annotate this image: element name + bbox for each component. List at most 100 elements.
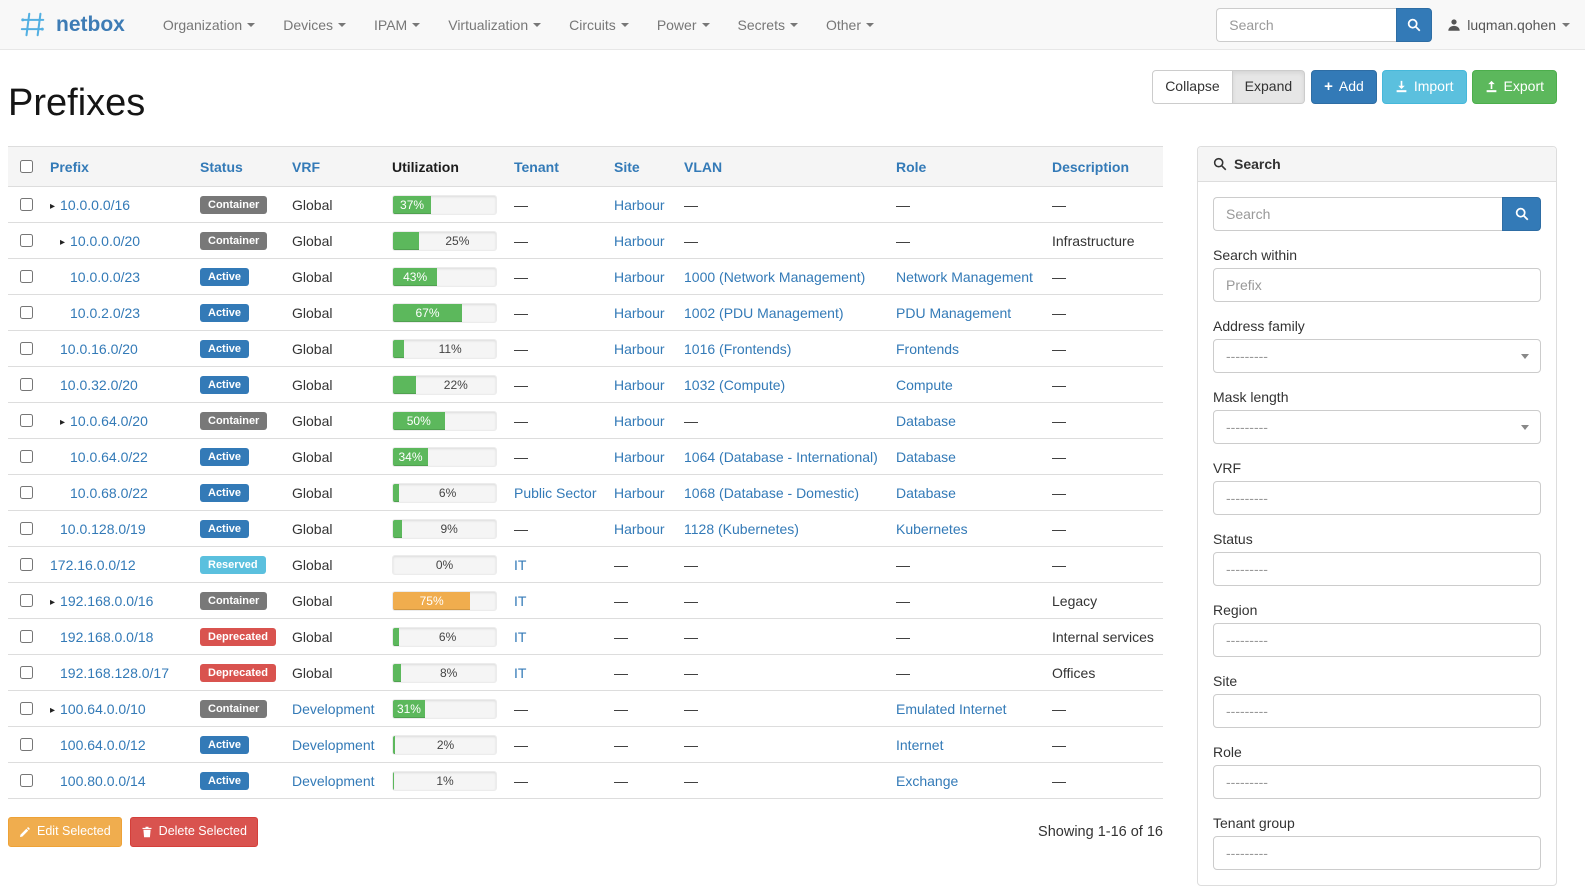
edit-selected-button[interactable]: Edit Selected — [8, 817, 122, 847]
column-header-site[interactable]: Site — [606, 146, 676, 187]
column-header-vlan[interactable]: VLAN — [676, 146, 888, 187]
prefix-link[interactable]: 10.0.0.0/20 — [70, 232, 141, 249]
row-checkbox[interactable] — [20, 594, 33, 607]
global-search-input[interactable] — [1216, 7, 1397, 42]
prefix-link[interactable]: 10.0.128.0/19 — [60, 520, 146, 537]
prefix-link[interactable]: 100.64.0.0/10 — [60, 700, 146, 717]
vrf-link[interactable]: Development — [292, 736, 375, 753]
filter-select-site[interactable]: --------- — [1213, 694, 1541, 728]
nav-item-virtualization[interactable]: Virtualization — [434, 0, 555, 50]
row-checkbox[interactable] — [20, 306, 33, 319]
role-link[interactable]: Exchange — [896, 772, 959, 789]
row-checkbox[interactable] — [20, 342, 33, 355]
row-checkbox[interactable] — [20, 450, 33, 463]
row-checkbox[interactable] — [20, 234, 33, 247]
prefix-link[interactable]: 100.80.0.0/14 — [60, 772, 146, 789]
collapse-button[interactable]: Collapse — [1152, 70, 1233, 104]
prefix-link[interactable]: 10.0.16.0/20 — [60, 340, 138, 357]
prefix-link[interactable]: 10.0.0.0/23 — [70, 268, 141, 285]
filter-select-region[interactable]: --------- — [1213, 623, 1541, 657]
prefix-link[interactable]: 10.0.0.0/16 — [60, 196, 131, 213]
vlan-link[interactable]: 1000 (Network Management) — [684, 268, 866, 285]
row-checkbox[interactable] — [20, 558, 33, 571]
add-button[interactable]: + Add — [1311, 70, 1377, 104]
row-checkbox[interactable] — [20, 774, 33, 787]
column-header-role[interactable]: Role — [888, 146, 1044, 187]
role-link[interactable]: Kubernetes — [896, 520, 968, 537]
nav-item-organization[interactable]: Organization — [149, 0, 269, 50]
prefix-link[interactable]: 100.64.0.0/12 — [60, 736, 146, 753]
global-search-button[interactable] — [1396, 7, 1433, 42]
role-link[interactable]: Network Management — [896, 268, 1033, 285]
prefix-link[interactable]: 10.0.2.0/23 — [70, 304, 141, 321]
site-link[interactable]: Harbour — [614, 232, 665, 249]
vlan-link[interactable]: 1002 (PDU Management) — [684, 304, 844, 321]
vrf-link[interactable]: Development — [292, 772, 375, 789]
filter-select-vrf[interactable]: --------- — [1213, 481, 1541, 515]
prefix-link[interactable]: 10.0.64.0/20 — [70, 412, 148, 429]
filter-search-input[interactable] — [1213, 197, 1502, 231]
expand-button[interactable]: Expand — [1232, 70, 1306, 104]
row-checkbox[interactable] — [20, 738, 33, 751]
row-checkbox[interactable] — [20, 414, 33, 427]
import-button[interactable]: Import — [1381, 70, 1467, 104]
filter-search-button[interactable] — [1502, 197, 1541, 231]
nav-item-secrets[interactable]: Secrets — [724, 0, 812, 50]
site-link[interactable]: Harbour — [614, 376, 665, 393]
prefix-link[interactable]: 192.168.0.0/18 — [60, 628, 154, 645]
role-link[interactable]: Compute — [896, 376, 953, 393]
filter-select-status[interactable]: --------- — [1213, 552, 1541, 586]
column-header-description[interactable]: Description — [1044, 146, 1163, 187]
expand-toggle-icon[interactable]: ▸ — [50, 596, 56, 608]
site-link[interactable]: Harbour — [614, 304, 665, 321]
column-header-status[interactable]: Status — [192, 146, 284, 187]
site-link[interactable]: Harbour — [614, 196, 665, 213]
vlan-link[interactable]: 1128 (Kubernetes) — [684, 520, 799, 537]
row-checkbox[interactable] — [20, 630, 33, 643]
site-link[interactable]: Harbour — [614, 412, 665, 429]
column-header-vrf[interactable]: VRF — [284, 146, 384, 187]
filter-select-address-family[interactable]: --------- — [1213, 339, 1541, 373]
row-checkbox[interactable] — [20, 270, 33, 283]
site-link[interactable]: Harbour — [614, 448, 665, 465]
nav-item-devices[interactable]: Devices — [269, 0, 360, 50]
row-checkbox[interactable] — [20, 666, 33, 679]
column-header-prefix[interactable]: Prefix — [42, 146, 192, 187]
filter-input-search-within[interactable] — [1213, 268, 1541, 302]
vlan-link[interactable]: 1068 (Database - Domestic) — [684, 484, 860, 501]
tenant-link[interactable]: IT — [514, 664, 527, 681]
prefix-link[interactable]: 172.16.0.0/12 — [50, 556, 136, 573]
filter-select-tenant-group[interactable]: --------- — [1213, 836, 1541, 870]
role-link[interactable]: Emulated Internet — [896, 700, 1007, 717]
prefix-link[interactable]: 10.0.64.0/22 — [70, 448, 148, 465]
role-link[interactable]: Database — [896, 484, 956, 501]
filter-select-role[interactable]: --------- — [1213, 765, 1541, 799]
role-link[interactable]: Internet — [896, 736, 944, 753]
row-checkbox[interactable] — [20, 522, 33, 535]
select-all-checkbox[interactable] — [20, 160, 33, 173]
site-link[interactable]: Harbour — [614, 340, 665, 357]
role-link[interactable]: Database — [896, 448, 956, 465]
vlan-link[interactable]: 1016 (Frontends) — [684, 340, 792, 357]
role-link[interactable]: Frontends — [896, 340, 960, 357]
brand[interactable]: netbox — [18, 11, 125, 38]
prefix-link[interactable]: 10.0.68.0/22 — [70, 484, 148, 501]
site-link[interactable]: Harbour — [614, 484, 665, 501]
column-header-tenant[interactable]: Tenant — [506, 146, 606, 187]
vrf-link[interactable]: Development — [292, 700, 375, 717]
user-menu[interactable]: luqman.qohen — [1447, 17, 1570, 33]
export-button[interactable]: Export — [1471, 70, 1557, 104]
expand-toggle-icon[interactable]: ▸ — [50, 704, 56, 716]
nav-item-other[interactable]: Other — [812, 0, 888, 50]
nav-item-ipam[interactable]: IPAM — [360, 0, 434, 50]
nav-item-power[interactable]: Power — [643, 0, 724, 50]
nav-item-circuits[interactable]: Circuits — [555, 0, 643, 50]
expand-toggle-icon[interactable]: ▸ — [50, 200, 56, 212]
expand-toggle-icon[interactable]: ▸ — [60, 416, 66, 428]
row-checkbox[interactable] — [20, 702, 33, 715]
prefix-link[interactable]: 192.168.0.0/16 — [60, 592, 154, 609]
site-link[interactable]: Harbour — [614, 268, 665, 285]
tenant-link[interactable]: IT — [514, 556, 527, 573]
role-link[interactable]: Database — [896, 412, 956, 429]
site-link[interactable]: Harbour — [614, 520, 665, 537]
